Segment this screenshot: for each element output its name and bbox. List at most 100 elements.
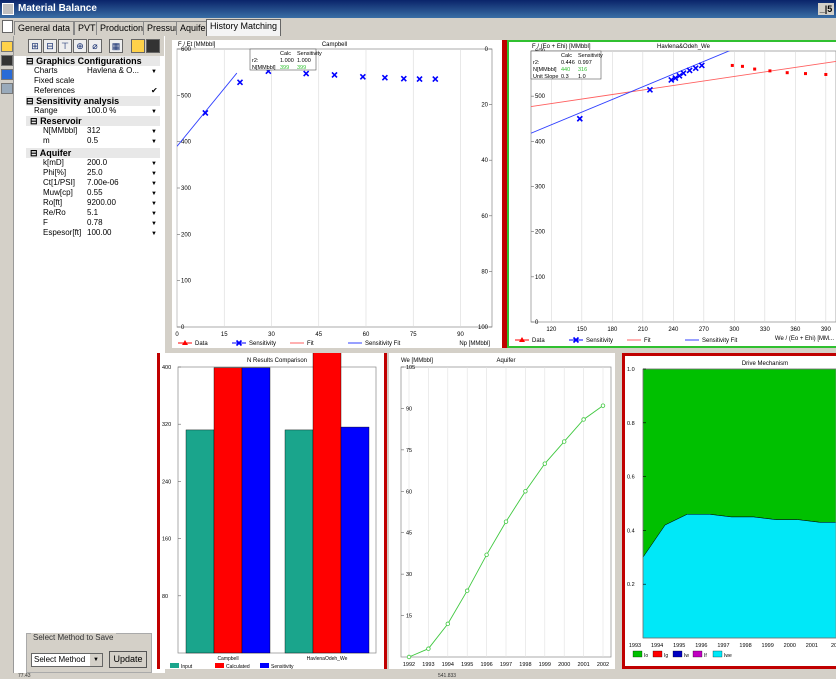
aquifer-prop-row[interactable]: Phi[%] 25.0 ▼: [26, 168, 160, 178]
range-value[interactable]: 100.0 %: [87, 106, 117, 115]
reservoir-m-row[interactable]: m 0.5 ▼: [26, 136, 160, 146]
fixed-scale-row[interactable]: Fixed scale: [26, 76, 160, 86]
aquifer-prop-row[interactable]: Ro[ft] 9200.00 ▼: [26, 198, 160, 208]
chart-aquifer[interactable]: Aquifer We [MMbbl] 1992 1993 1994 1995 1996 199…: [389, 353, 615, 669]
chevron-down-icon[interactable]: ▼: [151, 69, 157, 75]
prop-value[interactable]: 25.0: [87, 168, 103, 177]
legend-label: Sensitivity: [586, 338, 613, 344]
legend-marker: [235, 339, 243, 347]
range-row[interactable]: Range 100.0 % ▼: [26, 106, 160, 116]
y-tick-label: 100: [535, 275, 546, 281]
chevron-down-icon[interactable]: ▼: [151, 109, 157, 115]
legend-marker: [519, 337, 525, 342]
grid-icon[interactable]: ▦: [109, 39, 123, 53]
prop-value[interactable]: 312: [87, 126, 101, 135]
stats-calc: 399: [280, 65, 289, 71]
chevron-down-icon[interactable]: ▼: [151, 161, 157, 167]
select-method-dropdown[interactable]: Select Method ▼: [31, 653, 103, 667]
tab-production[interactable]: Production: [96, 21, 148, 35]
aquifer-prop-row[interactable]: Espesor[ft] 100.00 ▼: [26, 228, 160, 238]
chart-havlena-odeh[interactable]: Havlena&Odeh_We F / (Eo + Ehi) [MMbbl] We …: [507, 40, 836, 348]
y-tick-label: 0.2: [627, 582, 635, 588]
y2-tick-label: 0: [485, 47, 489, 53]
chevron-down-icon[interactable]: ▼: [151, 211, 157, 217]
stats-calc: 0.3: [561, 74, 569, 80]
x-tick-label: 75: [410, 332, 417, 338]
update-button[interactable]: Update: [109, 651, 147, 668]
charts-value[interactable]: Havlena & O...: [87, 66, 140, 75]
chart-drive-mechanism[interactable]: Drive Mechanism 0.2 0.4 0.6 0.8 1.0 1993 1994 19…: [622, 353, 836, 669]
tab-general-data[interactable]: General data: [14, 21, 75, 35]
prop-value[interactable]: 9200.00: [87, 198, 116, 207]
chevron-down-icon[interactable]: ▼: [151, 181, 157, 187]
network-icon[interactable]: [1, 83, 13, 94]
status-bar: 77.43 541.833: [0, 673, 836, 679]
tree-icon[interactable]: ⊤: [58, 39, 72, 53]
chevron-down-icon[interactable]: ▼: [151, 171, 157, 177]
charts-row[interactable]: Charts Havlena & O... ▼: [26, 66, 160, 76]
document-icon[interactable]: [2, 20, 13, 33]
x-tick-label: 2000: [558, 662, 570, 668]
y-tick-label: 400: [181, 140, 192, 146]
hierarchy-icon[interactable]: ⊟: [43, 39, 57, 53]
legend-label: Input: [181, 664, 193, 669]
chevron-down-icon[interactable]: ▼: [151, 201, 157, 207]
eraser-icon[interactable]: ⌀: [88, 39, 102, 53]
stack-icon[interactable]: ⊞: [28, 39, 42, 53]
tab-bar: General data PVT Production Pressure Aqu…: [0, 18, 836, 36]
prop-value[interactable]: 5.1: [87, 208, 99, 217]
prop-value[interactable]: 100.00: [87, 228, 112, 237]
chart-campbell[interactable]: Campbell F / Et [MMbbl] Np [MMbbl] 0 15 30 45 6…: [172, 40, 502, 348]
chevron-down-icon[interactable]: ▼: [151, 139, 157, 145]
x-tick-label: 45: [315, 332, 322, 338]
sensitivity-section[interactable]: ⊟ Sensitivity analysis: [26, 96, 160, 106]
x-tick-label: 1998: [519, 662, 531, 668]
stats-calc: 1.000: [280, 58, 294, 64]
window-controls[interactable]: _|5: [818, 3, 834, 15]
reservoir-section[interactable]: ⊟ Reservoir: [26, 116, 160, 126]
y-tick-label: 0: [181, 325, 185, 331]
references-checkbox[interactable]: ✔: [151, 86, 158, 95]
network-icon[interactable]: ⊕: [73, 39, 87, 53]
prop-value[interactable]: 0.5: [87, 136, 99, 145]
chart-n-results[interactable]: N Results Comparison 80 160 240 320 400 Campbe…: [160, 338, 384, 670]
y-tick-label: 0.4: [627, 528, 635, 534]
status-mid: 541.833: [438, 673, 457, 679]
aquifer-prop-row[interactable]: Ct[1/PSI] 7.00e-06 ▼: [26, 178, 160, 188]
save-icon[interactable]: [146, 39, 160, 53]
prop-value[interactable]: 7.00e-06: [87, 178, 119, 187]
save-icon[interactable]: [1, 55, 13, 66]
left-toolbar: [0, 36, 14, 676]
prop-value[interactable]: 0.78: [87, 218, 103, 227]
open-icon[interactable]: [1, 41, 13, 52]
tab-history-matching[interactable]: History Matching: [206, 19, 282, 36]
legend-label: Data: [532, 338, 545, 344]
aquifer-prop-row[interactable]: Muw[cp] 0.55 ▼: [26, 188, 160, 198]
open-folder-icon[interactable]: [131, 39, 145, 53]
references-row[interactable]: References ✔: [26, 86, 160, 96]
aquifer-prop-row[interactable]: Re/Ro 5.1 ▼: [26, 208, 160, 218]
graphics-section[interactable]: ⊟ Graphics Configurations: [26, 56, 160, 66]
sensitivity-point: [303, 70, 310, 77]
data-point: [753, 67, 757, 71]
prop-value[interactable]: 0.55: [87, 188, 103, 197]
chevron-down-icon[interactable]: ▼: [151, 129, 157, 135]
aquifer-prop-row[interactable]: F 0.78 ▼: [26, 218, 160, 228]
y-tick-label: 30: [406, 572, 412, 578]
chevron-down-icon[interactable]: ▼: [151, 191, 157, 197]
chevron-down-icon[interactable]: ▼: [90, 654, 102, 666]
aquifer-section[interactable]: ⊟ Aquifer: [26, 148, 160, 158]
y-tick-label: 100: [181, 279, 192, 285]
prop-label: Re/Ro: [43, 208, 66, 217]
x-tick-label: 120: [546, 327, 557, 333]
chevron-down-icon[interactable]: ▼: [151, 231, 157, 237]
x-axis-label: Np [MMbbl]: [459, 341, 490, 347]
sensitivity-fit-line: [531, 51, 731, 134]
chevron-down-icon[interactable]: ▼: [151, 221, 157, 227]
aquifer-prop-row[interactable]: k[mD] 200.0 ▼: [26, 158, 160, 168]
prop-value[interactable]: 200.0: [87, 158, 108, 167]
monitor-icon[interactable]: [1, 69, 13, 80]
stats-sensitivity: 0.997: [578, 60, 592, 66]
reservoir-n-row[interactable]: N[MMbbl] 312 ▼: [26, 126, 160, 136]
aquifer-section-label: Aquifer: [39, 148, 72, 158]
